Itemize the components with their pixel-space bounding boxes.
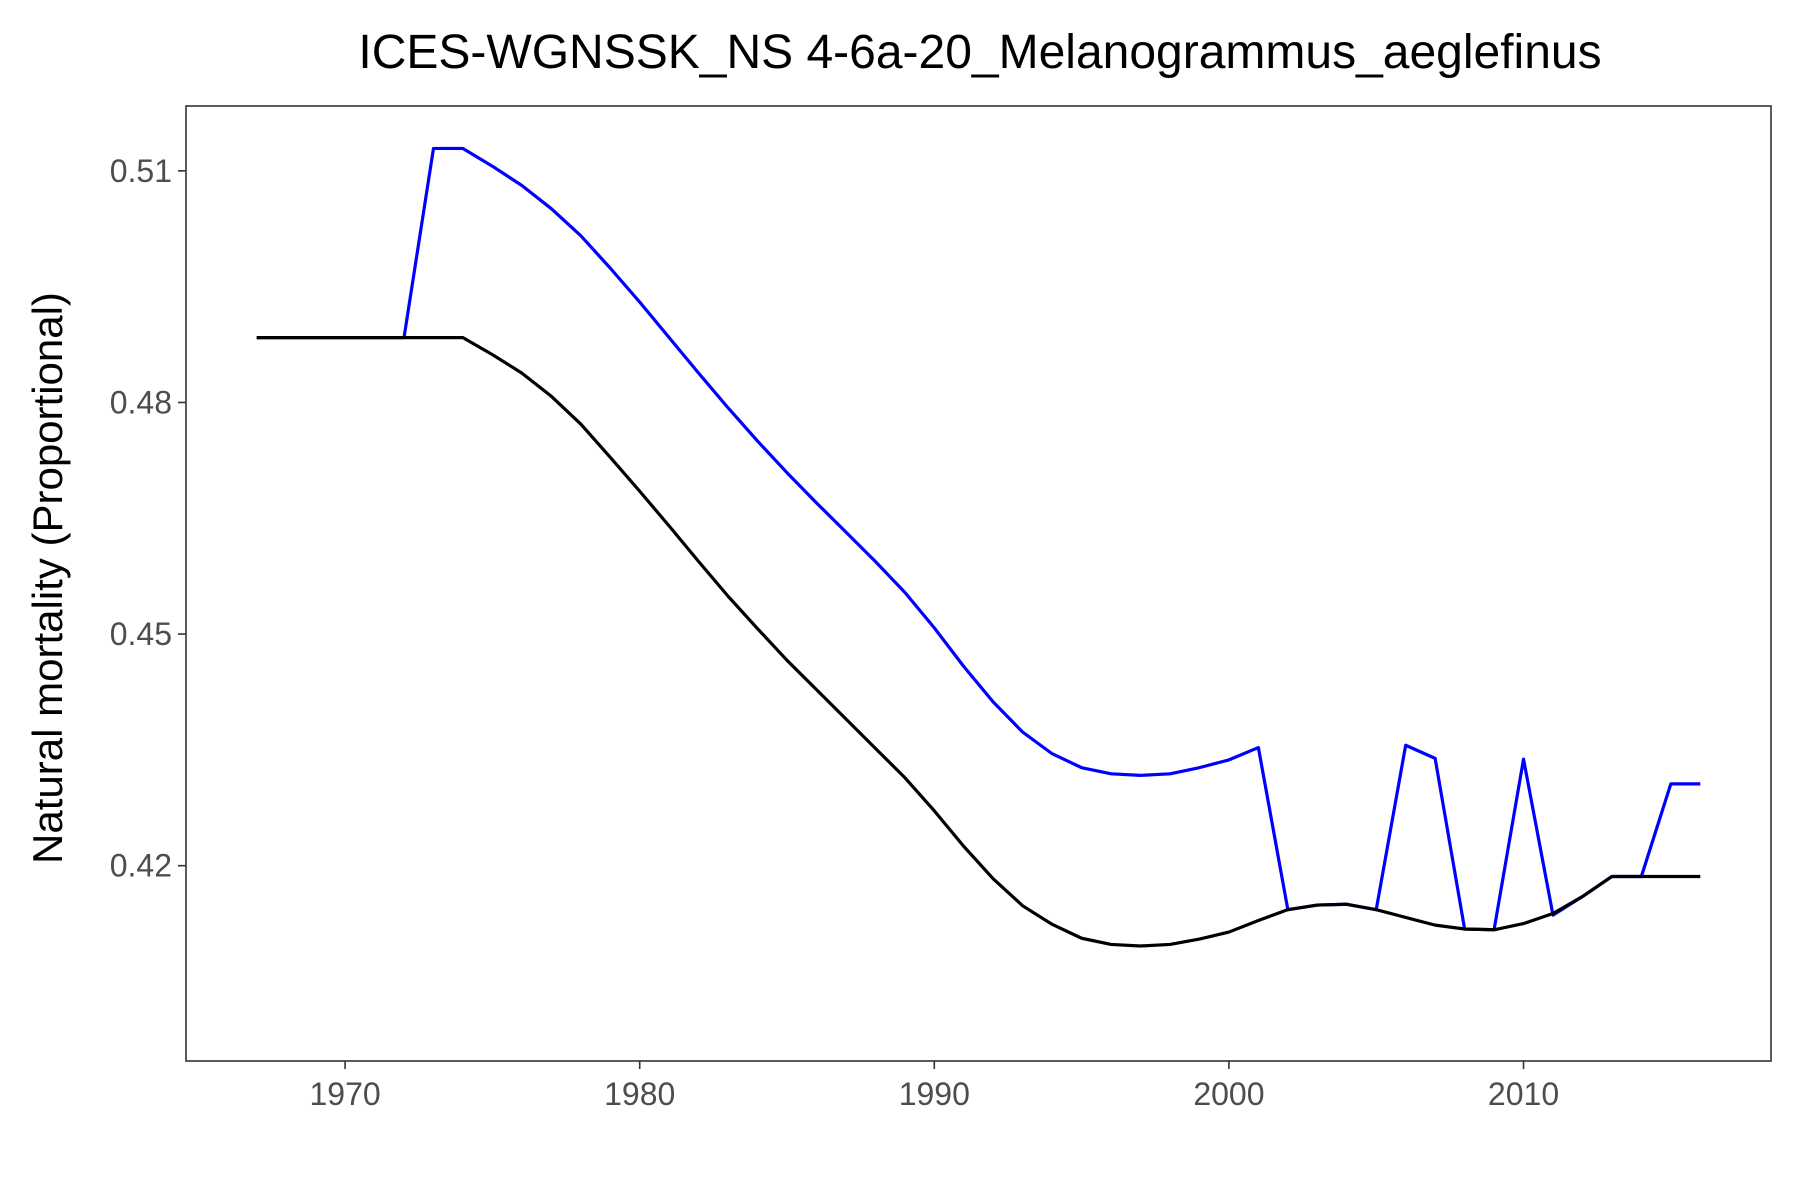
y-axis-label: Natural mortality (Proportional) [24, 292, 71, 864]
series-line-2 [256, 336, 1701, 948]
series-layer [256, 146, 1701, 948]
y-tick-label: 0.42 [110, 848, 172, 884]
chart-title: ICES-WGNSSK_NS 4-6a-20_Melanogrammus_aeg… [358, 26, 1601, 79]
y-tick-label: 0.48 [110, 384, 172, 420]
y-tick-label: 0.45 [110, 616, 172, 652]
y-tick-label: 0.51 [110, 153, 172, 189]
x-axis: 1970 1980 1990 2000 2010 [309, 1061, 1559, 1112]
x-tick-label: 1980 [604, 1076, 675, 1112]
series-line-1 [256, 146, 1701, 932]
y-axis: 0.42 0.45 0.48 0.51 [110, 153, 186, 884]
x-tick-label: 2000 [1193, 1076, 1264, 1112]
x-tick-label: 2010 [1488, 1076, 1559, 1112]
x-tick-label: 1990 [899, 1076, 970, 1112]
plot-panel-border [185, 105, 1772, 1062]
x-tick-label: 1970 [309, 1076, 380, 1112]
